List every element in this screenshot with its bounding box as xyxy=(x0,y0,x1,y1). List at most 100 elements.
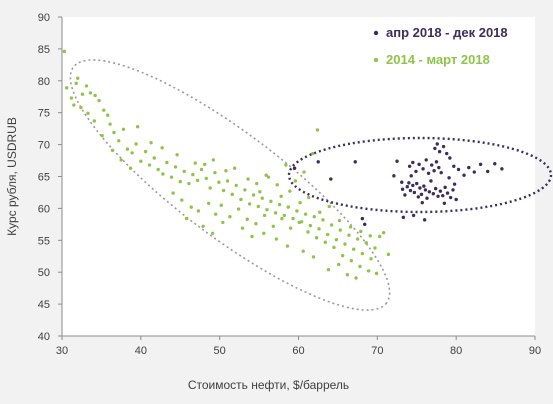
data-point xyxy=(452,182,457,186)
x-axis-title: Стоимость нефти, $/баррель xyxy=(188,378,349,392)
data-point xyxy=(214,212,218,216)
legend-label: 2014 - март 2018 xyxy=(386,52,490,67)
data-point xyxy=(363,222,367,227)
data-point xyxy=(125,147,130,151)
data-point xyxy=(433,186,438,191)
data-point xyxy=(69,96,74,100)
data-point xyxy=(135,125,140,129)
legend-marker xyxy=(373,30,379,36)
cluster-ellipse-2014-2018 xyxy=(69,59,391,311)
data-point xyxy=(407,181,411,185)
data-point xyxy=(448,195,453,200)
data-point xyxy=(246,177,250,181)
data-point xyxy=(92,119,97,123)
data-point xyxy=(314,236,319,240)
data-point xyxy=(360,216,365,221)
data-point xyxy=(430,163,434,167)
data-point xyxy=(221,220,225,225)
data-point xyxy=(454,197,458,202)
data-point xyxy=(277,202,282,207)
data-point xyxy=(275,183,279,187)
data-point xyxy=(321,218,325,222)
data-point xyxy=(354,276,358,280)
data-point xyxy=(407,164,412,168)
data-point xyxy=(286,205,290,209)
data-point xyxy=(84,84,89,88)
data-point xyxy=(456,167,461,172)
data-point xyxy=(315,128,320,132)
data-point xyxy=(411,183,415,188)
data-point xyxy=(279,194,283,198)
data-point xyxy=(311,255,316,259)
data-point xyxy=(180,198,184,202)
data-point xyxy=(292,166,297,170)
data-point xyxy=(262,231,266,235)
data-point xyxy=(271,224,275,228)
data-point xyxy=(359,229,363,234)
legend-marker xyxy=(373,57,379,63)
data-point xyxy=(173,165,178,169)
data-point xyxy=(329,223,334,227)
data-point xyxy=(156,167,160,172)
data-point xyxy=(191,172,195,177)
data-point xyxy=(306,230,310,234)
data-point xyxy=(349,259,354,263)
data-point xyxy=(316,160,320,164)
data-point xyxy=(439,170,443,175)
data-point xyxy=(228,214,232,219)
data-point xyxy=(201,224,205,228)
data-point xyxy=(161,172,165,176)
data-point xyxy=(312,214,316,219)
data-point xyxy=(184,216,189,221)
data-point xyxy=(202,162,207,167)
data-point xyxy=(325,232,330,237)
data-point xyxy=(301,249,305,253)
data-point xyxy=(243,188,247,192)
data-point xyxy=(418,186,422,190)
data-point xyxy=(310,151,315,156)
data-point xyxy=(340,253,345,258)
y-tick-label: 90 xyxy=(38,12,50,24)
data-point xyxy=(405,185,409,189)
data-point xyxy=(130,151,134,155)
data-point xyxy=(351,247,356,251)
data-point xyxy=(108,122,112,126)
data-point xyxy=(206,201,211,205)
data-point xyxy=(119,158,123,162)
data-point xyxy=(433,146,437,151)
data-point xyxy=(422,184,426,188)
data-point xyxy=(358,264,362,269)
data-point xyxy=(219,203,223,207)
data-point xyxy=(337,262,341,267)
data-point xyxy=(360,251,365,256)
data-point xyxy=(437,149,442,154)
data-point xyxy=(400,187,405,191)
data-point xyxy=(165,160,169,165)
data-point xyxy=(134,142,138,146)
data-point xyxy=(211,158,216,162)
data-point xyxy=(245,217,249,221)
data-point xyxy=(213,170,217,175)
data-point xyxy=(285,244,290,248)
data-point xyxy=(288,189,292,193)
data-point xyxy=(486,169,490,174)
data-point xyxy=(364,241,368,245)
data-point xyxy=(409,174,413,178)
data-point xyxy=(295,209,299,213)
data-point xyxy=(232,166,237,170)
data-point xyxy=(196,209,201,213)
y-tick-label: 60 xyxy=(38,203,50,215)
data-point xyxy=(97,98,101,103)
data-point xyxy=(443,185,447,190)
data-point xyxy=(338,228,342,232)
data-point xyxy=(381,230,386,235)
data-point xyxy=(204,176,208,181)
x-tick-label: 40 xyxy=(135,345,147,357)
data-point xyxy=(424,158,428,162)
data-point xyxy=(451,188,455,192)
data-point xyxy=(225,179,230,183)
data-point xyxy=(234,183,238,188)
data-point xyxy=(273,211,278,215)
data-point xyxy=(264,173,268,177)
